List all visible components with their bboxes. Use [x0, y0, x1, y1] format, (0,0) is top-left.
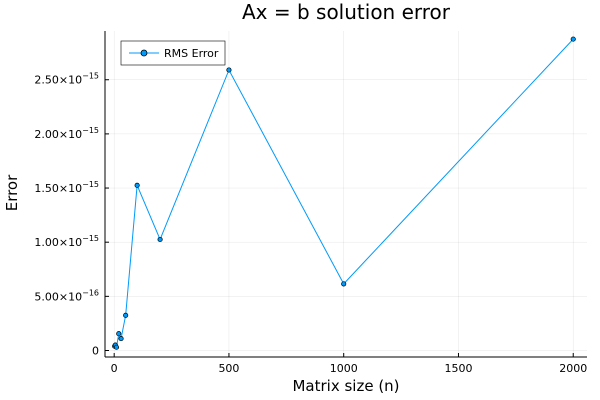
- data-point-4: [118, 336, 124, 342]
- x-tick-label-1: 500: [218, 362, 239, 375]
- y-ticks: 0 5.00×10−16 1.00×10−15 1.50×10−15 2.00×10−1…: [34, 72, 109, 358]
- grid: [105, 31, 587, 357]
- legend-label-rms-error: RMS Error: [164, 47, 219, 60]
- x-tick-label-2: 1000: [330, 362, 358, 375]
- series: [112, 36, 576, 350]
- y-tick-label-3: 1.50×10−15: [34, 180, 99, 195]
- data-point-7: [157, 236, 163, 243]
- x-tick-label-4: 2000: [559, 362, 587, 375]
- data-point-8: [226, 67, 232, 73]
- axes: [104, 31, 587, 358]
- legend: RMS Error: [120, 40, 226, 66]
- y-tick-label-2: 1.00×10−15: [34, 234, 99, 249]
- data-point-2: [113, 344, 120, 350]
- data-point-3: [116, 331, 122, 337]
- data-point-9: [341, 281, 347, 287]
- data-point-6: [134, 182, 140, 188]
- x-tick-label-3: 1500: [444, 362, 472, 375]
- y-axis-label: Error: [3, 174, 21, 211]
- y-tick-label-4: 2.00×10−15: [34, 126, 99, 141]
- x-axis-label: Matrix size (n): [292, 377, 399, 395]
- x-tick-label-0: 0: [111, 362, 118, 375]
- y-tick-label-5: 2.50×10−15: [34, 72, 99, 87]
- data-point-5: [123, 312, 129, 318]
- chart-title: Ax = b solution error: [242, 0, 451, 24]
- data-point-10: [570, 36, 576, 42]
- y-tick-label-1: 5.00×10−16: [34, 288, 99, 303]
- y-tick-label-0: 0: [92, 345, 99, 358]
- legend-marker: [140, 49, 148, 57]
- x-ticks: 0 500 1000 1500 2000: [111, 353, 587, 375]
